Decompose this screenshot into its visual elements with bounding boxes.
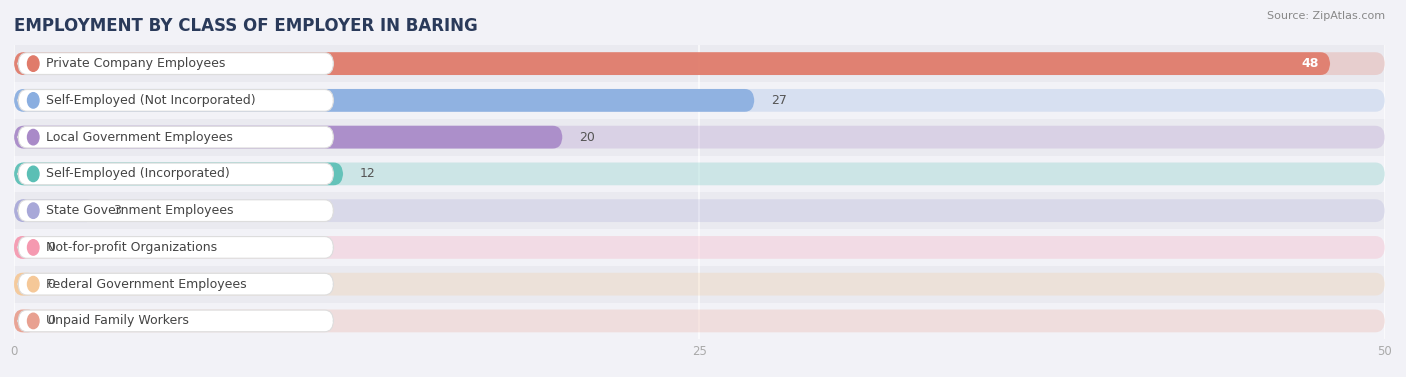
Text: State Government Employees: State Government Employees [45,204,233,217]
Text: Self-Employed (Incorporated): Self-Employed (Incorporated) [45,167,229,180]
FancyBboxPatch shape [18,237,333,258]
FancyBboxPatch shape [14,266,1385,302]
Text: Self-Employed (Not Incorporated): Self-Employed (Not Incorporated) [45,94,256,107]
FancyBboxPatch shape [18,200,333,221]
FancyBboxPatch shape [14,119,1385,156]
FancyBboxPatch shape [14,89,1385,112]
Text: 20: 20 [579,131,595,144]
FancyBboxPatch shape [14,156,1385,192]
Circle shape [28,56,39,71]
Text: 0: 0 [46,278,55,291]
FancyBboxPatch shape [14,52,1385,75]
FancyBboxPatch shape [18,90,333,111]
FancyBboxPatch shape [18,163,333,185]
FancyBboxPatch shape [14,82,1385,119]
Circle shape [28,203,39,218]
FancyBboxPatch shape [14,162,343,185]
FancyBboxPatch shape [14,229,1385,266]
Text: Federal Government Employees: Federal Government Employees [45,278,246,291]
FancyBboxPatch shape [14,302,1385,339]
Circle shape [28,129,39,145]
FancyBboxPatch shape [14,45,1385,82]
FancyBboxPatch shape [14,273,1385,296]
FancyBboxPatch shape [14,162,1385,185]
Text: 12: 12 [360,167,375,180]
Circle shape [28,166,39,182]
Circle shape [28,240,39,255]
Circle shape [28,313,39,329]
Text: Local Government Employees: Local Government Employees [45,131,232,144]
FancyBboxPatch shape [18,126,333,148]
FancyBboxPatch shape [14,273,37,296]
FancyBboxPatch shape [14,236,37,259]
FancyBboxPatch shape [14,52,1330,75]
FancyBboxPatch shape [14,199,1385,222]
Text: EMPLOYMENT BY CLASS OF EMPLOYER IN BARING: EMPLOYMENT BY CLASS OF EMPLOYER IN BARIN… [14,17,478,35]
FancyBboxPatch shape [18,273,333,295]
FancyBboxPatch shape [14,89,754,112]
Text: Source: ZipAtlas.com: Source: ZipAtlas.com [1267,11,1385,21]
Text: 27: 27 [770,94,786,107]
FancyBboxPatch shape [18,310,333,332]
Text: 48: 48 [1302,57,1319,70]
Text: 0: 0 [46,241,55,254]
FancyBboxPatch shape [14,126,562,149]
Text: 0: 0 [46,314,55,327]
Text: 3: 3 [112,204,121,217]
Circle shape [28,93,39,108]
Text: Not-for-profit Organizations: Not-for-profit Organizations [45,241,217,254]
FancyBboxPatch shape [14,192,1385,229]
FancyBboxPatch shape [14,126,1385,149]
FancyBboxPatch shape [14,310,37,332]
FancyBboxPatch shape [14,199,96,222]
FancyBboxPatch shape [18,53,333,74]
FancyBboxPatch shape [14,310,1385,332]
Circle shape [28,276,39,292]
Text: Unpaid Family Workers: Unpaid Family Workers [45,314,188,327]
FancyBboxPatch shape [14,236,1385,259]
Text: Private Company Employees: Private Company Employees [45,57,225,70]
